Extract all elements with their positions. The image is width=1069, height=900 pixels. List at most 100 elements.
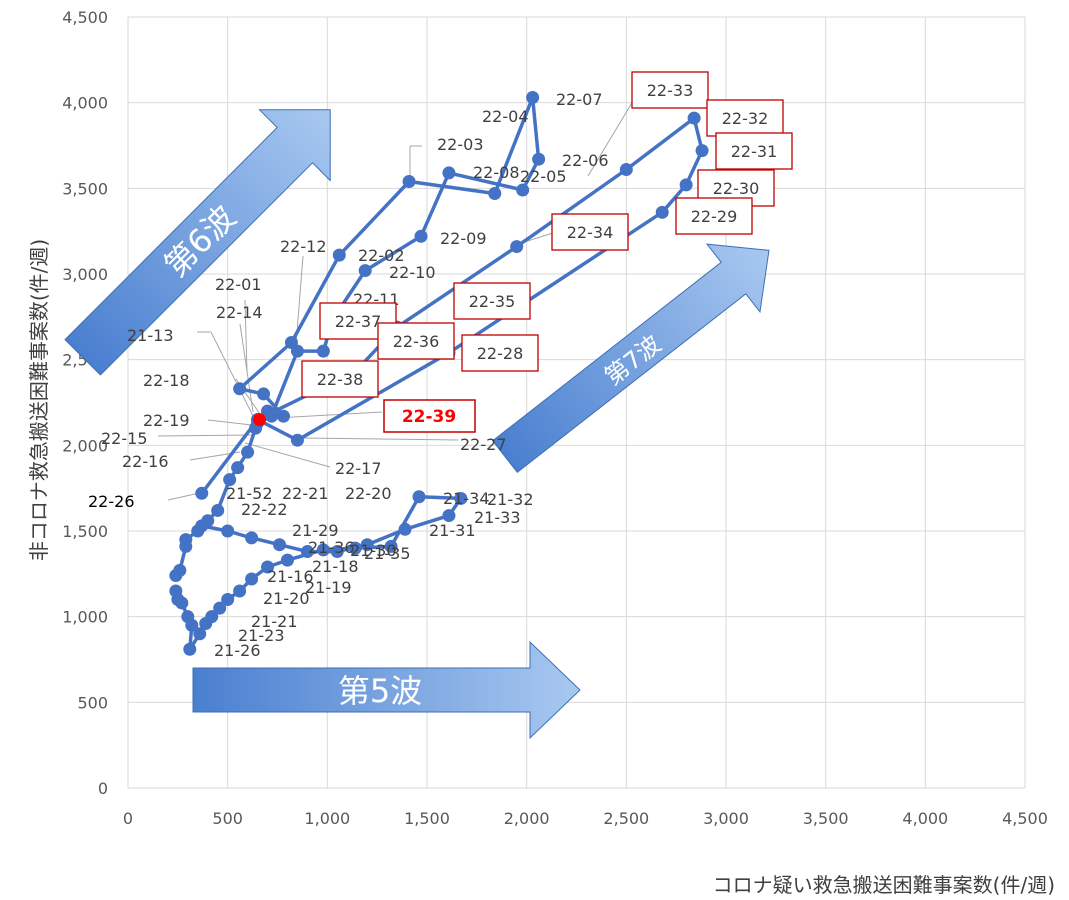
- data-point: [442, 509, 456, 523]
- boxed-label: 22-32: [722, 109, 769, 128]
- y-tick-label: 1,500: [62, 522, 108, 541]
- data-point: [454, 491, 468, 505]
- point-label: 21-20: [263, 589, 310, 608]
- point-label: 21-21: [251, 612, 298, 631]
- point-label: 21-19: [305, 578, 352, 597]
- data-point: [261, 560, 275, 574]
- point-label: 22-19: [143, 411, 190, 430]
- highlight-label-box: [383, 399, 476, 433]
- point-label: 21-18: [312, 557, 359, 576]
- boxed-label-frame: [706, 99, 784, 137]
- x-axis-ticks: 0 500 1,000 1,500 2,000 2,500 3,000 3,500 4,000 4…: [123, 809, 1048, 828]
- data-point: [257, 387, 271, 401]
- point-label: 22-20: [345, 484, 392, 503]
- data-point: [532, 152, 546, 166]
- point-label: 22-10: [389, 263, 436, 282]
- data-point: [384, 539, 398, 553]
- point-label: 21-52: [226, 484, 273, 503]
- y-tick-label: 1,000: [62, 608, 108, 627]
- data-point: [245, 572, 259, 586]
- leader-line: [301, 437, 459, 441]
- x-tick-label: 2,500: [603, 809, 649, 828]
- point-label: 22-12: [280, 237, 327, 256]
- point-label: 22-02: [358, 246, 405, 265]
- data-point: [398, 522, 412, 536]
- boxed-label-frame: [675, 197, 753, 235]
- data-point: [179, 533, 193, 547]
- data-point: [201, 514, 215, 528]
- x-tick-label: 0: [123, 809, 133, 828]
- y-tick-label: 2,000: [62, 436, 108, 455]
- boxed-label: 22-30: [713, 179, 760, 198]
- x-tick-label: 4,000: [902, 809, 948, 828]
- point-label: 22-26: [88, 492, 135, 511]
- point-label: 22-15: [101, 429, 148, 448]
- point-label: 21-32: [487, 490, 534, 509]
- data-point: [211, 503, 225, 517]
- data-point: [332, 248, 346, 262]
- data-point: [195, 486, 209, 500]
- data-point: [619, 162, 633, 176]
- point-label: 22-03: [437, 135, 484, 154]
- point-label: 21-30: [350, 541, 397, 560]
- data-point: [231, 461, 245, 475]
- point-label: 22-16: [122, 452, 169, 471]
- data-point: [205, 610, 219, 624]
- data-point: [414, 229, 428, 243]
- boxed-label: 22-34: [567, 223, 614, 242]
- leader-line: [587, 95, 637, 177]
- data-point: [402, 174, 416, 188]
- y-tick-label: 0: [98, 779, 108, 798]
- x-tick-label: 3,000: [703, 809, 749, 828]
- boxed-label: 22-28: [477, 344, 524, 363]
- point-label: 22-21: [282, 484, 329, 503]
- point-label: 22-14: [216, 303, 263, 322]
- data-point: [488, 186, 502, 200]
- point-label: 21-31: [429, 521, 476, 540]
- y-tick-label: 500: [77, 693, 108, 712]
- point-label: 22-06: [562, 151, 609, 170]
- data-point: [360, 538, 374, 552]
- point-label: 21-16: [267, 567, 314, 586]
- data-point: [185, 618, 199, 632]
- y-tick-label: 3,500: [62, 179, 108, 198]
- point-label: 22-09: [440, 229, 487, 248]
- point-label: 22-18: [143, 371, 190, 390]
- leader-line: [244, 299, 248, 373]
- data-point: [290, 433, 304, 447]
- data-point: [695, 144, 709, 158]
- data-point: [173, 563, 187, 577]
- boxed-label: 22-37: [335, 312, 382, 331]
- data-point: [175, 596, 189, 610]
- data-point: [213, 601, 227, 615]
- boxed-label: 22-33: [647, 81, 694, 100]
- x-axis-title: コロナ疑い救急搬送困難事案数(件/週): [713, 873, 1055, 897]
- leader-line: [239, 323, 254, 413]
- boxed-label-frame: [715, 132, 793, 170]
- data-point: [191, 524, 205, 538]
- data-point: [245, 531, 259, 545]
- data-point: [272, 538, 286, 552]
- boxed-label-frame: [461, 334, 539, 372]
- point-label: 22-07: [556, 90, 603, 109]
- x-tick-label: 2,000: [504, 809, 550, 828]
- data-point: [358, 264, 372, 278]
- data-point: [526, 91, 540, 105]
- boxed-label: 22-35: [469, 292, 516, 311]
- boxed-label: 22-36: [393, 332, 440, 351]
- wave6-arrow: 第6波: [64, 109, 331, 376]
- data-point: [290, 344, 304, 358]
- data-point: [193, 627, 207, 641]
- data-point: [221, 524, 235, 538]
- data-point: [221, 593, 235, 607]
- highlight-label: 22-39: [402, 407, 456, 427]
- point-label: 21-35: [364, 544, 411, 563]
- data-point: [679, 178, 693, 192]
- boxed-label: 22-29: [691, 207, 738, 226]
- x-tick-label: 1,500: [404, 809, 450, 828]
- point-label: 21-29: [292, 521, 339, 540]
- point-label: 22-04: [482, 107, 529, 126]
- data-point: [516, 183, 530, 197]
